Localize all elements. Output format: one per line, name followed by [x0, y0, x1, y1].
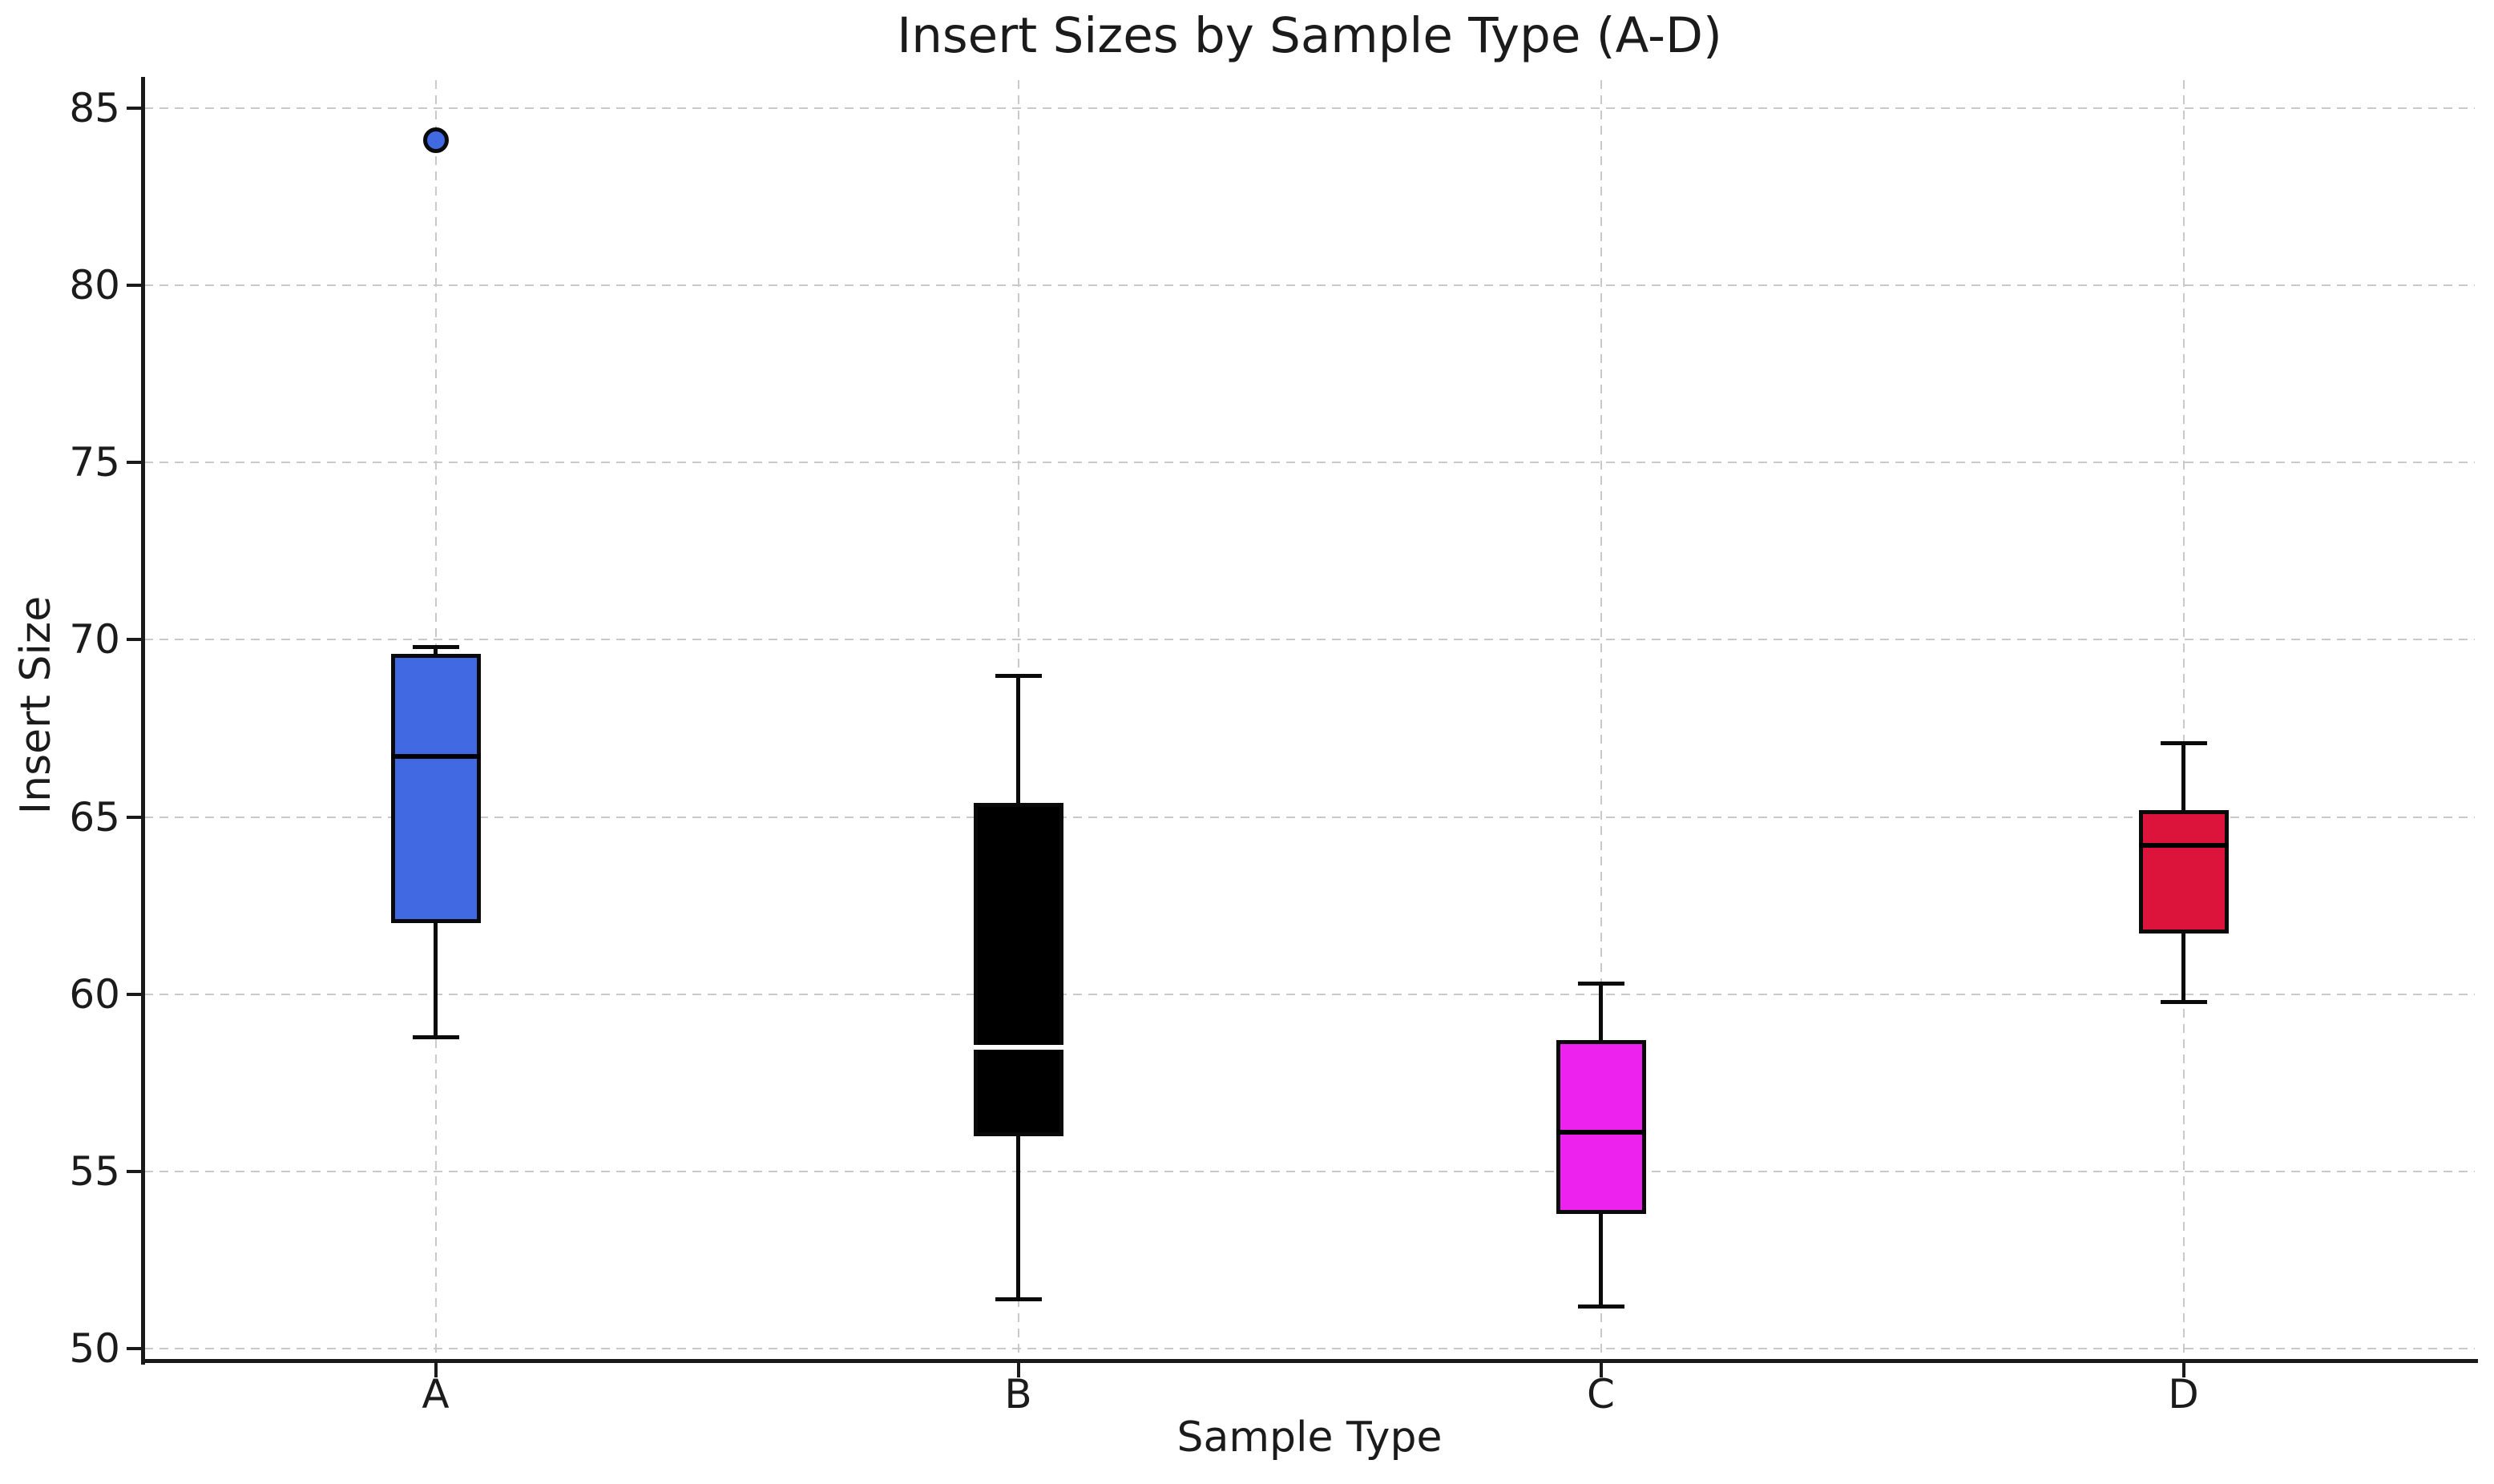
- x-tick-label-A: A: [422, 1371, 450, 1417]
- box-B: [973, 802, 1063, 1136]
- whisker-cap-top-D: [2160, 740, 2207, 745]
- chart-title: Insert Sizes by Sample Type (A-D): [897, 7, 1722, 64]
- y-tick-label-80: 80: [69, 262, 120, 309]
- y-gridline-80: [144, 284, 2475, 287]
- x-tick-label-B: B: [1004, 1371, 1032, 1417]
- whisker-cap-bottom-C: [1577, 1304, 1624, 1309]
- y-tick-70: [127, 638, 141, 642]
- y-tick-label-75: 75: [69, 439, 120, 486]
- y-gridline-75: [144, 462, 2475, 464]
- y-tick-50: [127, 1346, 141, 1350]
- x-gridline-C: [1600, 80, 1602, 1361]
- median-line-D: [2138, 842, 2229, 848]
- y-axis-spine: [141, 77, 145, 1365]
- y-tick-85: [127, 106, 141, 110]
- box-A: [390, 654, 481, 924]
- y-tick-75: [127, 461, 141, 465]
- x-axis-spine: [141, 1359, 2478, 1363]
- median-line-C: [1556, 1130, 1646, 1135]
- y-gridline-50: [144, 1347, 2475, 1349]
- whisker-cap-top-B: [995, 673, 1042, 678]
- median-line-A: [390, 754, 481, 760]
- x-tick-D: [2181, 1363, 2185, 1377]
- whisker-cap-bottom-D: [2160, 999, 2207, 1004]
- y-tick-label-85: 85: [69, 84, 120, 131]
- x-gridline-D: [2182, 80, 2185, 1361]
- whisker-cap-top-A: [412, 645, 459, 650]
- y-gridline-55: [144, 1170, 2475, 1172]
- outlier-A-0: [422, 127, 449, 153]
- x-tick-B: [1016, 1363, 1020, 1377]
- y-gridline-85: [144, 107, 2475, 109]
- y-tick-80: [127, 284, 141, 288]
- box-D: [2138, 809, 2229, 934]
- y-tick-label-60: 60: [69, 970, 120, 1018]
- x-tick-label-C: C: [1587, 1371, 1615, 1417]
- x-tick-A: [434, 1363, 438, 1377]
- median-line-B: [973, 1045, 1063, 1050]
- y-gridline-60: [144, 993, 2475, 995]
- y-tick-65: [127, 815, 141, 819]
- box-C: [1556, 1040, 1646, 1214]
- x-tick-label-D: D: [2168, 1371, 2199, 1417]
- whisker-cap-bottom-B: [995, 1297, 1042, 1302]
- whisker-cap-top-C: [1577, 982, 1624, 986]
- x-tick-C: [1599, 1363, 1603, 1377]
- y-gridline-70: [144, 639, 2475, 641]
- y-tick-60: [127, 992, 141, 996]
- y-tick-label-55: 55: [69, 1147, 120, 1195]
- y-tick-55: [127, 1169, 141, 1173]
- x-axis-label: Sample Type: [1176, 1413, 1443, 1462]
- y-tick-label-50: 50: [69, 1325, 120, 1372]
- y-tick-label-65: 65: [69, 793, 120, 841]
- whisker-cap-bottom-A: [412, 1034, 459, 1039]
- y-gridline-65: [144, 816, 2475, 818]
- y-tick-label-70: 70: [69, 616, 120, 663]
